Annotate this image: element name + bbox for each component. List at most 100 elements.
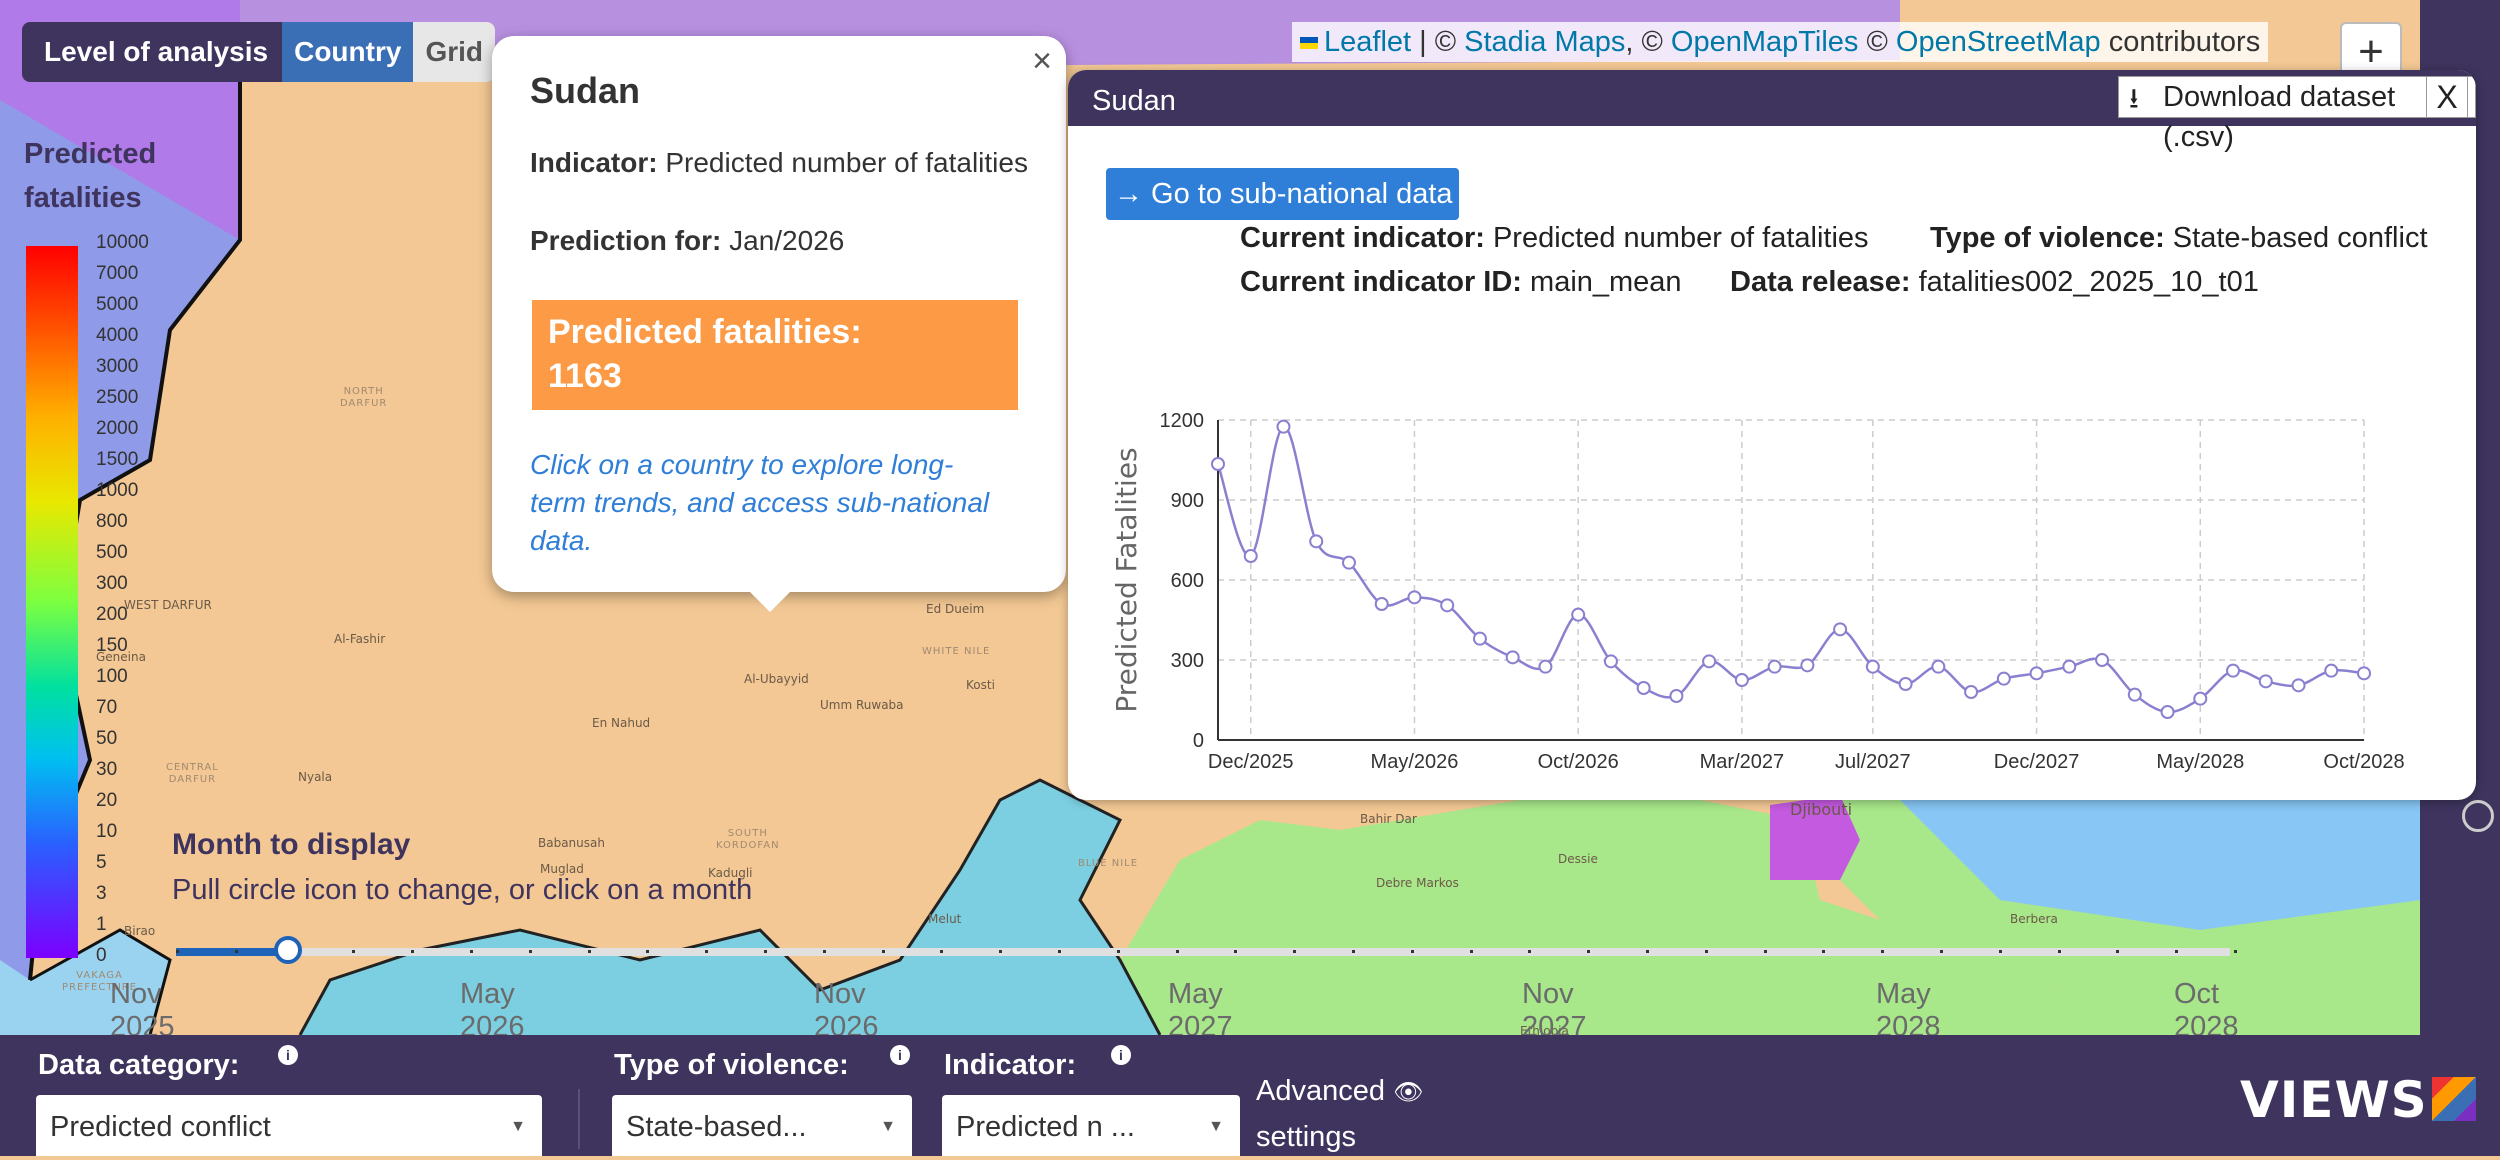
month-tick[interactable] [646, 950, 650, 953]
month-tick[interactable] [234, 950, 238, 953]
data-point [1538, 659, 1553, 674]
month-slider-track[interactable] [176, 948, 2230, 956]
legend-tick-label: 1000 [96, 480, 139, 501]
month-tick[interactable] [1940, 950, 1943, 953]
place-bahir-dar: Bahir Dar [1360, 812, 1417, 826]
month-tick[interactable] [764, 950, 767, 953]
leaflet-link[interactable]: Leaflet [1324, 26, 1412, 58]
month-label[interactable]: Oct 2028 [2174, 978, 2239, 1043]
place-melut: Melut [928, 912, 962, 926]
popup-close-icon[interactable]: × [1032, 42, 1052, 80]
month-tick[interactable] [1058, 950, 1061, 953]
bottom-bar: Data category: i Predicted conflict ▼ Typ… [0, 1035, 2500, 1156]
info-icon[interactable]: i [278, 1045, 298, 1065]
data-category-select[interactable]: Predicted conflict ▼ [36, 1095, 542, 1156]
data-point [1996, 671, 2011, 686]
month-tick[interactable] [1646, 950, 1649, 953]
month-tick[interactable] [1469, 950, 1473, 953]
region-north-darfur: NORTH DARFUR [340, 386, 388, 409]
eye-icon: 👁 [1393, 1079, 1424, 1106]
place-kosti: Kosti [966, 678, 995, 692]
popup-highlight-value: 1163 [548, 357, 622, 395]
osm-link[interactable]: OpenStreetMap [1895, 26, 2101, 58]
month-tick[interactable] [1822, 950, 1826, 953]
month-tick[interactable] [881, 950, 885, 953]
data-category-value: Predicted conflict [50, 1111, 271, 1143]
indicator-id-label: Current indicator ID: [1240, 266, 1522, 298]
advanced-settings-button[interactable]: Advanced 👁 settings [1256, 1069, 1424, 1160]
data-point [1505, 650, 1520, 665]
country-panel: Sudan ⭳ Download dataset (.csv) X → Go to… [1068, 70, 2476, 800]
data-point [1931, 659, 1946, 674]
month-tick[interactable] [1116, 950, 1120, 953]
month-tick[interactable] [1763, 950, 1767, 953]
month-tick[interactable] [940, 950, 944, 953]
openmaptiles-link[interactable]: OpenMapTiles [1670, 26, 1859, 58]
violence-select[interactable]: State-based... ▼ [612, 1095, 912, 1156]
y-tick-label: 900 [1171, 490, 1204, 512]
data-point [1833, 622, 1848, 637]
location-icon[interactable] [2462, 800, 2494, 832]
data-point [2258, 674, 2273, 689]
level-option-grid[interactable]: Grid [413, 22, 495, 82]
x-tick-label: Mar/2027 [1700, 751, 1785, 773]
month-tick[interactable] [1528, 950, 1532, 953]
month-tick[interactable] [1704, 950, 1708, 953]
legend-tick-label: 20 [96, 790, 118, 811]
month-tick[interactable] [587, 950, 591, 953]
data-release: Data release: fatalities002_2025_10_t01 [1730, 266, 2259, 299]
month-tick[interactable] [176, 950, 179, 953]
month-slider-handle[interactable] [274, 936, 302, 964]
violence-value: State-based... [626, 1111, 807, 1143]
level-option-country[interactable]: Country [282, 22, 414, 82]
attrib-tail: contributors [2100, 26, 2261, 58]
download-label: Download dataset (.csv) [2163, 81, 2396, 153]
month-tick[interactable] [411, 950, 415, 953]
month-tick[interactable] [822, 950, 826, 953]
indicator-id: Current indicator ID: main_mean [1240, 266, 1682, 299]
month-tick[interactable] [1410, 950, 1414, 953]
data-point [1669, 689, 1684, 703]
month-tick[interactable] [1175, 950, 1179, 953]
month-tick[interactable] [2175, 950, 2179, 953]
month-tick[interactable] [705, 950, 709, 953]
region-central-darfur: CENTRAL DARFUR [166, 762, 219, 785]
download-dataset-button[interactable]: ⭳ Download dataset (.csv) [2118, 76, 2476, 153]
indicator-value: Predicted n ... [956, 1111, 1135, 1143]
place-ethiopia: Ethiopia [1520, 1024, 1569, 1035]
month-tick[interactable] [1352, 950, 1355, 953]
month-tick[interactable] [2057, 950, 2061, 953]
subnational-button[interactable]: → Go to sub-national data [1106, 168, 1459, 220]
month-tick[interactable] [470, 950, 473, 953]
place-al-ubayyid: Al-Ubayyid [744, 672, 809, 686]
popup-indicator-label: Indicator: [530, 147, 658, 178]
popup-highlight-label: Predicted fatalities: [548, 313, 862, 351]
indicator-select[interactable]: Predicted n ... ▼ [942, 1095, 1240, 1156]
month-tick[interactable] [528, 950, 532, 953]
data-point [1865, 659, 1880, 674]
info-icon[interactable]: i [1111, 1045, 1131, 1065]
month-tick[interactable] [2116, 950, 2120, 953]
data-point [1636, 681, 1651, 695]
caret-down-icon: ▼ [1208, 1118, 1224, 1135]
place-ed-dueim: Ed Dueim [926, 602, 985, 616]
legend-tick-label: 1500 [96, 449, 139, 470]
legend-tick-label: 70 [96, 697, 118, 718]
month-tick[interactable] [1998, 950, 2002, 953]
month-tick[interactable] [1234, 950, 1238, 953]
month-tick[interactable] [352, 950, 356, 953]
panel-close-button[interactable]: X [2426, 76, 2468, 118]
stadia-link[interactable]: Stadia Maps [1464, 26, 1626, 58]
month-tick[interactable] [1587, 950, 1591, 953]
popup-hint: Click on a country to explore long-term … [530, 449, 990, 556]
month-tick[interactable] [1293, 950, 1297, 953]
violence-type-value: State-based conflict [2172, 222, 2428, 254]
month-tick[interactable] [2234, 950, 2237, 953]
month-tick[interactable] [999, 950, 1003, 953]
ethiopia-shape [1120, 800, 2420, 1035]
info-icon[interactable]: i [890, 1045, 910, 1065]
x-tick-label: May/2028 [2156, 751, 2244, 773]
data-category-label: Data category: [38, 1049, 240, 1081]
current-indicator-value: Predicted number of fatalities [1492, 222, 1869, 254]
month-tick[interactable] [1881, 950, 1885, 953]
